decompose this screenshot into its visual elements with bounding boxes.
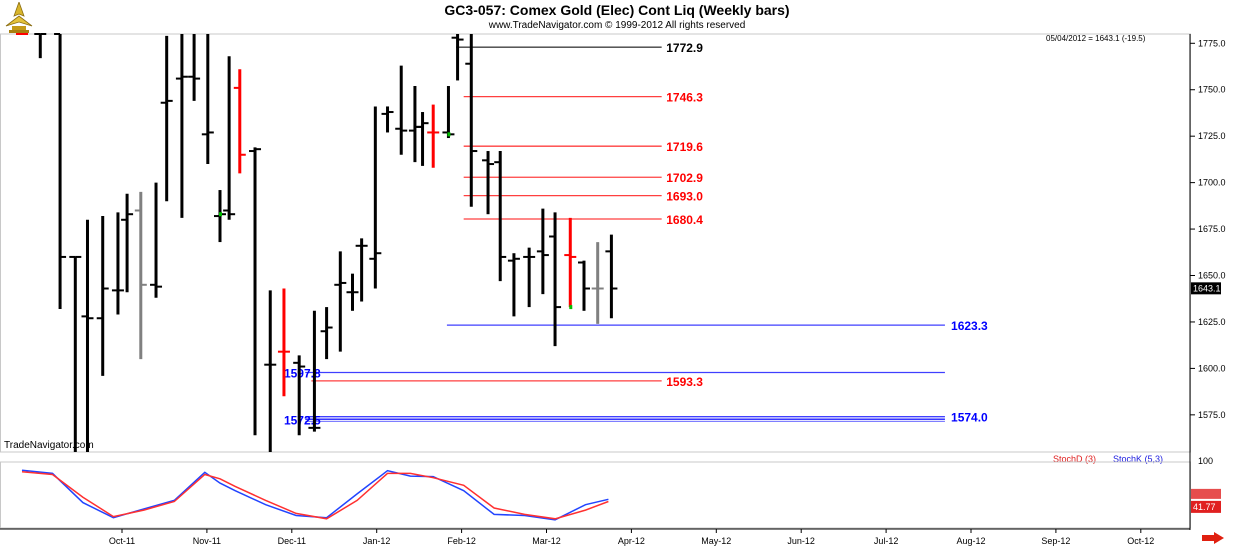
stoch-last-value-box [1191, 500, 1221, 513]
ohlc-bar [395, 65, 408, 155]
level-label: 1574.0 [951, 411, 988, 425]
x-tick-label: Dec-11 [278, 536, 306, 546]
ohlc-bar [188, 34, 201, 101]
ohlc-bar [54, 33, 67, 309]
chart-title: GC3-057: Comex Gold (Elec) Cont Liq (Wee… [444, 2, 790, 18]
ohlc-bar [381, 106, 394, 133]
ohlc-bar [233, 69, 246, 174]
ohlc-bar [34, 33, 47, 59]
last-price-box [1191, 282, 1221, 295]
stoch-d-legend: StochD (3) [1053, 454, 1097, 464]
ohlc-bar [427, 104, 440, 168]
ohlc-bar [150, 182, 163, 298]
ohlc-bar [564, 217, 577, 308]
x-tick-label: Jun-12 [787, 536, 815, 546]
ohlc-bar [549, 212, 562, 347]
y-tick-label: 1775.0 [1198, 38, 1226, 48]
golden-compass-logo-icon [5, 2, 33, 33]
x-tick-label: Nov-11 [193, 536, 221, 546]
ohlc-bar [111, 212, 124, 315]
ohlc-bar [223, 56, 236, 220]
y-tick-label: 1600.0 [1198, 363, 1226, 373]
level-label: 1746.3 [666, 91, 703, 105]
level-label: 1772.9 [666, 41, 703, 55]
ohlc-bar [293, 355, 306, 436]
ohlc-bar [175, 34, 188, 218]
ohlc-bar [121, 193, 134, 293]
watermark-label: TradeNavigator.com [4, 440, 94, 451]
ohlc-bar [69, 255, 82, 452]
ohlc-bar [96, 216, 109, 376]
ohlc-bar [523, 247, 536, 308]
x-tick-label: Oct-11 [109, 536, 135, 546]
x-tick-label: Feb-12 [447, 536, 476, 546]
ohlc-bar [451, 34, 464, 81]
copyright-notice: www.TradeNavigator.com © 1999-2012 All r… [488, 20, 746, 31]
signal-marker [447, 132, 451, 137]
y-tick-label: 1700.0 [1198, 178, 1226, 188]
x-tick-label: May-12 [701, 536, 731, 546]
x-tick-label: Jul-12 [874, 536, 899, 546]
y-tick-label: 1675.0 [1198, 224, 1226, 234]
ohlc-bar [160, 35, 173, 202]
ohlc-bar [346, 273, 359, 311]
y-tick-label: 1725.0 [1198, 131, 1226, 141]
x-tick-label: Jan-12 [363, 536, 391, 546]
x-tick-label: Aug-12 [956, 536, 985, 546]
ohlc-bar [482, 151, 495, 215]
ohlc-bar [308, 310, 321, 432]
level-label: 1623.3 [951, 319, 988, 333]
stoch-last-value-label: 41.77 [1193, 502, 1216, 512]
stoch-series-line [21, 469, 609, 521]
ohlc-bar [369, 106, 382, 289]
signal-marker [569, 305, 573, 310]
ohlc-bar [334, 251, 347, 352]
arrow-right-icon[interactable] [1202, 532, 1224, 544]
level-label: 1719.6 [666, 140, 703, 154]
ohlc-bar [264, 290, 277, 452]
stoch-k-legend: StochK (5,3) [1113, 454, 1164, 464]
ohlc-bar [249, 147, 262, 436]
ohlc-bar [355, 238, 368, 302]
y-tick-label: 1650.0 [1198, 271, 1226, 281]
signal-marker [218, 212, 222, 217]
ohlc-bar [536, 208, 549, 295]
ohlc-bar [408, 86, 421, 163]
y-tick-label: 1750.0 [1198, 85, 1226, 95]
level-label: 1693.0 [666, 190, 703, 204]
x-tick-label: Mar-12 [532, 536, 561, 546]
last-price-label: 1643.1 [1193, 283, 1221, 293]
ohlc-bar [277, 288, 290, 397]
ohlc-bar [605, 234, 618, 319]
stoch-y-tick-label: 100 [1198, 456, 1213, 466]
x-tick-label: Sep-12 [1041, 536, 1070, 546]
level-label: 1593.3 [666, 375, 703, 389]
ohlc-bar [416, 112, 429, 166]
y-tick-label: 1625.0 [1198, 317, 1226, 327]
x-tick-label: Oct-12 [1127, 536, 1154, 546]
ohlc-bar [201, 34, 214, 165]
ohlc-bar [494, 151, 507, 282]
stoch-series-line [21, 471, 609, 520]
ohlc-bar [134, 191, 147, 360]
stoch-panel-frame [0, 461, 1191, 529]
level-label: 1597.8 [284, 366, 321, 380]
ohlc-bar [591, 242, 604, 324]
ohlc-bar [442, 86, 455, 139]
ohlc-bar [577, 260, 590, 311]
stoch-marker-box [1191, 488, 1221, 499]
ohlc-bar [320, 307, 333, 360]
x-tick-label: Apr-12 [618, 536, 645, 546]
ohlc-bar [465, 34, 478, 207]
ohlc-bar [81, 219, 94, 452]
level-label: 1702.9 [666, 171, 703, 185]
y-tick-label: 1575.0 [1198, 410, 1226, 420]
last-quote-label: 05/04/2012 = 1643.1 (-19.5) [1046, 34, 1146, 43]
ohlc-bar [507, 253, 520, 317]
level-label: 1680.4 [666, 213, 703, 227]
